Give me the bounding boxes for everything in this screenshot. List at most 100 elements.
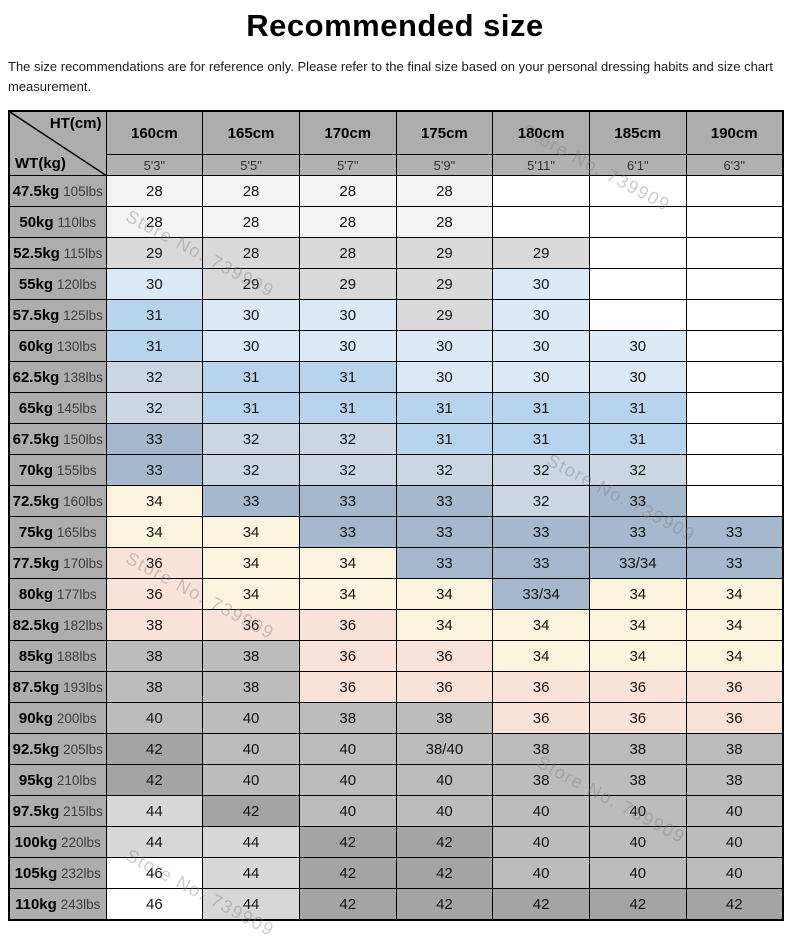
row-weight-lbs: 170lbs: [59, 555, 103, 571]
size-cell: 33: [298, 516, 397, 548]
row-label: 82.5kg 182lbs: [8, 609, 107, 641]
row-weight-lbs: 243lbs: [56, 896, 101, 912]
col-subheader-ft: 6'1": [588, 154, 687, 176]
table-row: 50kg 110lbs 28 28 28 28: [8, 206, 784, 238]
size-cell: 29: [105, 237, 204, 269]
row-weight-lbs: 232lbs: [57, 865, 101, 881]
table-row: 95kg 210lbs 42 40 40 40 38 38 38: [8, 764, 784, 796]
row-label: 75kg 165lbs: [8, 516, 107, 548]
size-cell: 42: [395, 888, 494, 921]
row-weight-lbs: 145lbs: [53, 400, 97, 416]
row-label: 62.5kg 138lbs: [8, 361, 107, 393]
table-row: 72.5kg 160lbs 34 33 33 33 32 33: [8, 485, 784, 517]
size-cell: 31: [492, 392, 590, 424]
col-header-185cm: 185cm: [588, 110, 687, 155]
row-weight-lbs: 188lbs: [53, 648, 97, 664]
size-cell: 34: [202, 547, 300, 579]
size-cell: 46: [105, 888, 204, 921]
size-cell: 33: [105, 423, 204, 455]
size-cell: 32: [492, 485, 590, 517]
size-cell: 34: [395, 609, 494, 641]
table-row: 57.5kg 125lbs 31 30 30 29 30: [8, 299, 784, 331]
size-cell: 36: [685, 702, 784, 734]
size-cell: 38: [492, 764, 590, 796]
size-cell: 34: [492, 640, 590, 672]
size-cell: 33: [105, 454, 204, 486]
table-row: 82.5kg 182lbs 38 36 36 34 34 34 34: [8, 609, 784, 641]
page-title: Recommended size: [246, 8, 544, 43]
row-label: 87.5kg 193lbs: [8, 671, 107, 703]
size-cell: 32: [105, 392, 204, 424]
size-cell: 30: [202, 330, 300, 362]
row-label: 70kg 155lbs: [8, 454, 107, 486]
size-cell: 40: [492, 795, 590, 827]
size-cell: 40: [202, 733, 300, 765]
row-weight-lbs: 138lbs: [59, 369, 103, 385]
size-cell: 30: [395, 330, 494, 362]
row-weight-lbs: 110lbs: [53, 214, 97, 230]
size-cell: 46: [105, 857, 204, 889]
size-cell: 32: [105, 361, 204, 393]
table-row: 100kg 220lbs 44 44 42 42 40 40 40: [8, 826, 784, 858]
row-label: 90kg 200lbs: [8, 702, 107, 734]
size-cell: 30: [202, 299, 300, 331]
size-cell: 31: [202, 392, 300, 424]
size-cell: [588, 206, 687, 238]
size-cell: [685, 330, 784, 362]
size-cell: 38: [685, 733, 784, 765]
size-cell: 38: [588, 764, 687, 796]
size-cell: 36: [395, 640, 494, 672]
size-cell: 44: [202, 888, 300, 921]
row-weight-lbs: 155lbs: [53, 462, 97, 478]
size-cell: 29: [492, 237, 590, 269]
size-cell: 31: [105, 299, 204, 331]
size-cell: 38: [588, 733, 687, 765]
size-cell: [685, 392, 784, 424]
size-cell: 40: [588, 826, 687, 858]
size-cell: 34: [202, 578, 300, 610]
size-cell: 31: [298, 392, 397, 424]
row-label: 97.5kg 215lbs: [8, 795, 107, 827]
size-cell: 42: [202, 795, 300, 827]
row-weight-kg: 92.5kg: [12, 740, 60, 758]
size-cell: 33: [588, 485, 687, 517]
size-cell: 29: [298, 268, 397, 300]
size-cell: 28: [105, 206, 204, 238]
size-cell: 29: [202, 268, 300, 300]
size-cell: 29: [395, 237, 494, 269]
row-label: 65kg 145lbs: [8, 392, 107, 424]
size-cell: 32: [588, 454, 687, 486]
size-cell: 31: [298, 361, 397, 393]
row-weight-lbs: 193lbs: [59, 679, 103, 695]
size-cell: 30: [298, 330, 397, 362]
size-cell: 34: [202, 516, 300, 548]
col-subheader-ft: 5'7": [298, 154, 397, 176]
row-weight-kg: 62.5kg: [12, 368, 60, 386]
col-header-190cm: 190cm: [685, 110, 784, 155]
size-cell: 32: [202, 454, 300, 486]
size-cell: 34: [298, 547, 397, 579]
size-cell: 36: [588, 671, 687, 703]
size-cell: 33: [395, 547, 494, 579]
row-label: 57.5kg 125lbs: [8, 299, 107, 331]
size-cell: 30: [588, 361, 687, 393]
table-row: 52.5kg 115lbs 29 28 28 29 29: [8, 237, 784, 269]
size-cell: 42: [298, 826, 397, 858]
size-cell: 31: [202, 361, 300, 393]
size-cell: 32: [202, 423, 300, 455]
col-header-160cm: 160cm: [105, 110, 204, 155]
row-weight-lbs: 125lbs: [59, 307, 103, 323]
row-weight-kg: 72.5kg: [12, 492, 60, 510]
size-cell: 40: [298, 795, 397, 827]
size-cell: 40: [492, 826, 590, 858]
row-label: 95kg 210lbs: [8, 764, 107, 796]
size-cell: 31: [588, 423, 687, 455]
size-cell: 40: [105, 702, 204, 734]
row-weight-kg: 90kg: [18, 709, 54, 727]
size-cell: 36: [395, 671, 494, 703]
row-label: 77.5kg 170lbs: [8, 547, 107, 579]
size-cell: 40: [395, 795, 494, 827]
size-cell: 42: [492, 888, 590, 921]
table-row: 70kg 155lbs 33 32 32 32 32 32: [8, 454, 784, 486]
size-cell: 34: [685, 609, 784, 641]
